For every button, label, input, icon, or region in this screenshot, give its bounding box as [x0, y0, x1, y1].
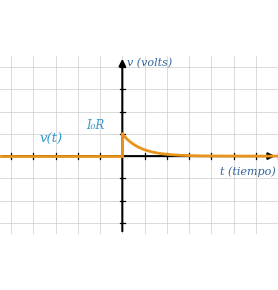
Text: v (volts): v (volts) — [127, 58, 172, 68]
Text: t (tiempo): t (tiempo) — [220, 166, 276, 177]
Text: I₀R: I₀R — [86, 119, 105, 132]
Text: v(t): v(t) — [39, 133, 63, 146]
